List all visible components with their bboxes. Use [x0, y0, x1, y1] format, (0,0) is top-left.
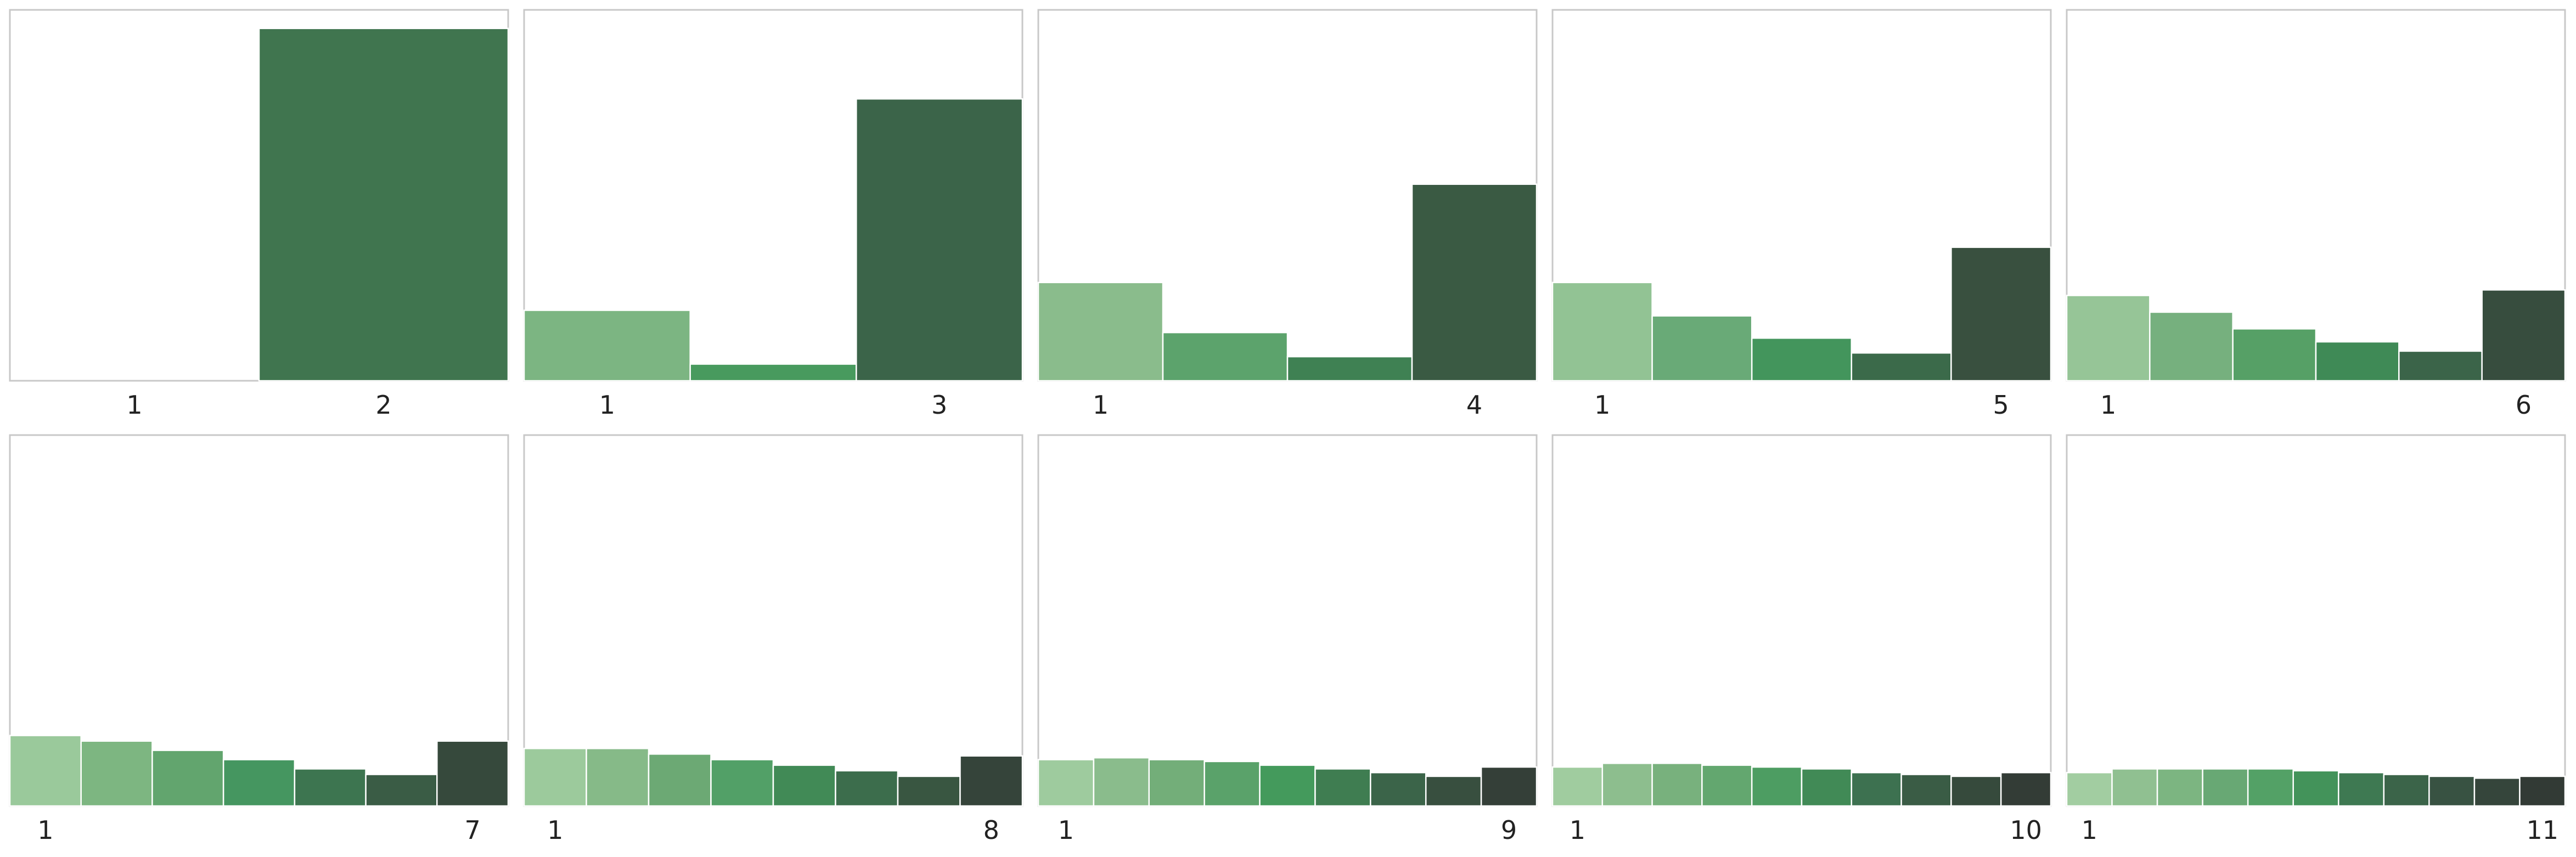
bar-10	[2000, 771, 2052, 807]
chart-frame	[1551, 434, 2052, 807]
bar-2	[1162, 331, 1289, 382]
bar-2	[2149, 311, 2234, 382]
bar-1	[2066, 295, 2151, 382]
bar-2	[689, 363, 857, 382]
bar-10	[2473, 777, 2521, 807]
bar-3	[1751, 337, 1853, 382]
chart-frame	[1037, 434, 1538, 807]
x-tick-label: 2	[375, 390, 391, 420]
bar-5	[2398, 350, 2483, 382]
bar-2	[1601, 763, 1653, 807]
x-tick-label: 1	[126, 390, 142, 420]
bar-3	[1148, 759, 1205, 807]
x-tick-label: 1	[2100, 390, 2116, 420]
bar-2	[80, 740, 153, 807]
bar-1	[2066, 771, 2113, 807]
bar-2	[258, 27, 509, 382]
bar-6	[1314, 768, 1371, 807]
bar-6	[2292, 770, 2339, 807]
x-tick-label: 10	[2010, 815, 2042, 845]
bar-7	[1370, 771, 1427, 807]
bar-2	[1093, 757, 1150, 807]
x-tick-label: 1	[547, 815, 563, 845]
bar-9	[1950, 775, 2002, 807]
bar-8	[2383, 774, 2430, 807]
bar-3	[2232, 328, 2317, 382]
bar-1	[1037, 281, 1164, 382]
chart-panel-9: 1 10	[1551, 434, 2052, 845]
bar-4	[710, 759, 774, 807]
x-tick-label: 5	[1993, 390, 2009, 420]
x-tick-label: 9	[1501, 815, 1517, 845]
x-tick-label: 1	[37, 815, 53, 845]
bar-11	[2519, 775, 2566, 807]
bar-5	[1950, 246, 2052, 382]
bar-3	[151, 749, 224, 807]
bar-7	[897, 775, 961, 807]
bar-8	[1425, 775, 1482, 807]
bar-3	[2156, 768, 2203, 807]
bar-4	[222, 759, 296, 807]
bar-4	[2202, 768, 2249, 807]
x-tick-label: 4	[1466, 390, 1482, 420]
bar-6	[835, 770, 899, 807]
bar-1	[9, 735, 82, 807]
bar-5	[2247, 768, 2294, 807]
bar-5	[294, 768, 367, 807]
bar-7	[436, 740, 509, 807]
bar-2	[586, 747, 650, 807]
bar-5	[772, 764, 836, 807]
bar-5	[1259, 764, 1316, 807]
bar-1	[523, 747, 587, 807]
x-tick-label: 11	[2526, 815, 2558, 845]
bar-1	[1551, 766, 1604, 807]
bar-4	[1203, 760, 1261, 807]
x-tick-label: 1	[1093, 390, 1109, 420]
bar-1	[1551, 281, 1653, 382]
bar-3	[856, 98, 1023, 382]
x-tick-label: 3	[931, 390, 947, 420]
x-tick-label: 7	[465, 815, 481, 845]
x-tick-label: 1	[1570, 815, 1585, 845]
x-tick-label: 1	[1594, 390, 1610, 420]
chart-panel-10: 1 11	[2066, 434, 2566, 845]
bar-8	[959, 755, 1023, 807]
bar-5	[1751, 766, 1803, 807]
bar-9	[2428, 775, 2476, 807]
bar-9	[1480, 766, 1538, 807]
x-tick-label: 1	[599, 390, 615, 420]
x-tick-label: 1	[2082, 815, 2097, 845]
bar-7	[1851, 771, 1902, 807]
bar-3	[1651, 763, 1703, 807]
bar-2	[2111, 768, 2158, 807]
bar-6	[1801, 768, 1853, 807]
bar-7	[2338, 771, 2385, 807]
bar-4	[1411, 183, 1538, 382]
bar-3	[648, 753, 712, 807]
x-tick-label: 1	[1058, 815, 1074, 845]
x-tick-label: 6	[2516, 390, 2532, 420]
bar-8	[1900, 774, 1952, 807]
bar-1	[523, 309, 691, 382]
bar-1	[1037, 759, 1095, 807]
bar-3	[1286, 356, 1413, 382]
bar-4	[1701, 764, 1753, 807]
chart-frame	[523, 434, 1023, 807]
bar-2	[1651, 315, 1753, 382]
bar-4	[2315, 341, 2400, 382]
x-tick-label: 8	[983, 815, 999, 845]
chart-frame	[2066, 434, 2566, 807]
bar-6	[365, 774, 438, 807]
bar-4	[1851, 352, 1952, 382]
bar-6	[2481, 289, 2566, 382]
